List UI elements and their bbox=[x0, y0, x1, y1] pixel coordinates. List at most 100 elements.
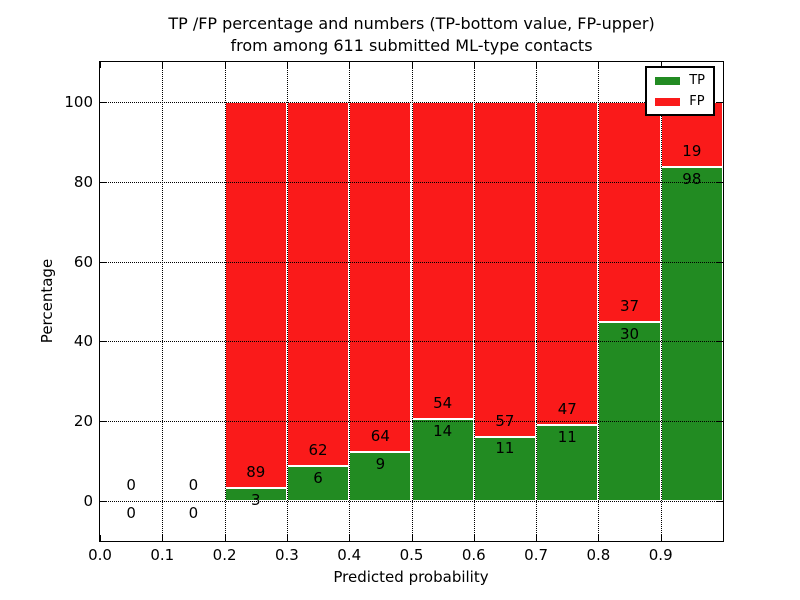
x-tick-label: 0.4 bbox=[337, 546, 362, 564]
y-tick-mark bbox=[100, 181, 106, 183]
gridline-vertical bbox=[224, 62, 226, 541]
x-tick-mark bbox=[224, 62, 226, 68]
x-tick-mark bbox=[660, 535, 662, 541]
chart-title-line1: TP /FP percentage and numbers (TP-bottom… bbox=[168, 14, 655, 33]
legend-label-fp: FP bbox=[689, 94, 705, 109]
y-tick-label: 20 bbox=[73, 412, 93, 431]
y-tick-mark bbox=[100, 501, 106, 503]
x-tick-mark bbox=[349, 62, 351, 68]
x-tick-label: 0.7 bbox=[524, 546, 549, 564]
chart-title-line2: from among 611 submitted ML-type contact… bbox=[230, 36, 593, 55]
y-tick-mark bbox=[717, 181, 723, 183]
x-tick-mark bbox=[349, 535, 351, 541]
bar-fp-count-label: 0 bbox=[126, 476, 136, 495]
bar-fp-segment bbox=[598, 101, 661, 323]
y-tick-mark bbox=[717, 261, 723, 263]
bar-fp-count-label: 64 bbox=[370, 426, 390, 445]
bar-fp-count-label: 37 bbox=[620, 297, 640, 316]
x-tick-label: 0.3 bbox=[274, 546, 299, 564]
y-tick-mark bbox=[717, 501, 723, 503]
gridline-horizontal bbox=[100, 501, 723, 503]
x-tick-label: 0.8 bbox=[586, 546, 611, 564]
gridline-vertical bbox=[598, 62, 600, 541]
bar-tp-segment bbox=[536, 425, 599, 502]
bar-tp-count-label: 11 bbox=[557, 428, 577, 447]
x-tick-mark bbox=[286, 62, 288, 68]
x-tick-mark bbox=[162, 535, 164, 541]
y-tick-mark bbox=[100, 421, 106, 423]
y-tick-mark bbox=[717, 421, 723, 423]
x-tick-mark bbox=[536, 535, 538, 541]
bar-fp-count-label: 57 bbox=[495, 411, 515, 430]
gridline-horizontal bbox=[100, 101, 723, 103]
plot-area: 0 0 0 0 89 3 62 6 64 9 54 14 57 11 47 11 37 30 19 98 TP FP bbox=[99, 61, 724, 542]
bar-fp-segment bbox=[286, 101, 350, 466]
y-tick-label: 60 bbox=[73, 252, 93, 271]
chart-title: TP /FP percentage and numbers (TP-bottom… bbox=[100, 13, 723, 57]
x-tick-mark bbox=[598, 535, 600, 541]
x-axis-label: Predicted probability bbox=[333, 568, 489, 586]
y-axis-label: Percentage bbox=[38, 258, 56, 344]
x-tick-mark bbox=[411, 535, 413, 541]
bar-tp-count-label: 11 bbox=[495, 439, 515, 458]
y-tick-label: 0 bbox=[83, 492, 93, 511]
y-tick-mark bbox=[100, 101, 106, 103]
x-tick-mark bbox=[100, 535, 101, 541]
legend-entry-fp: FP bbox=[655, 95, 705, 108]
x-tick-mark bbox=[598, 62, 600, 68]
gridline-vertical bbox=[536, 62, 538, 541]
x-tick-mark bbox=[100, 62, 101, 68]
bar-fp-segment bbox=[473, 101, 537, 437]
bar-fp-segment bbox=[349, 101, 412, 452]
bar-tp-count-label: 14 bbox=[433, 421, 453, 440]
x-tick-mark bbox=[473, 535, 475, 541]
x-tick-mark bbox=[162, 62, 164, 68]
x-tick-mark bbox=[660, 62, 662, 68]
legend-swatch-tp bbox=[655, 76, 681, 85]
bar-fp-segment bbox=[536, 101, 599, 426]
y-tick-label: 80 bbox=[73, 172, 93, 191]
bar-tp-count-label: 9 bbox=[375, 454, 386, 473]
bar-fp-count-label: 0 bbox=[188, 476, 199, 495]
bar-tp-count-label: 30 bbox=[620, 325, 640, 344]
bar-tp-segment bbox=[660, 166, 723, 502]
bar-fp-count-label: 54 bbox=[433, 393, 453, 412]
bar-fp-count-label: 89 bbox=[246, 463, 266, 482]
x-tick-mark bbox=[473, 62, 475, 68]
bar-tp-count-label: 98 bbox=[682, 169, 702, 188]
legend-swatch-fp bbox=[655, 97, 681, 106]
bar-fp-count-label: 47 bbox=[557, 400, 577, 419]
legend: TP FP bbox=[645, 66, 715, 116]
x-tick-label: 0.0 bbox=[88, 546, 112, 564]
y-tick-mark bbox=[717, 101, 723, 103]
bar-tp-segment bbox=[349, 451, 412, 502]
x-tick-label: 0.2 bbox=[212, 546, 237, 564]
gridline-horizontal bbox=[100, 181, 723, 183]
x-tick-label: 0.1 bbox=[150, 546, 175, 564]
x-tick-label: 0.6 bbox=[461, 546, 486, 564]
bar-fp-count-label: 62 bbox=[308, 440, 328, 459]
legend-label-tp: TP bbox=[689, 73, 705, 88]
gridline-vertical bbox=[286, 62, 288, 541]
bar-tp-segment bbox=[473, 436, 537, 502]
x-tick-label: 0.5 bbox=[399, 546, 424, 564]
gridline-horizontal bbox=[100, 261, 723, 263]
bar-fp-segment bbox=[411, 101, 474, 419]
gridline-vertical bbox=[162, 62, 164, 541]
gridline-vertical bbox=[411, 62, 413, 541]
bar-fp-count-label: 19 bbox=[682, 141, 702, 160]
x-tick-mark bbox=[536, 62, 538, 68]
gridline-vertical bbox=[473, 62, 475, 541]
bar-tp-segment bbox=[411, 418, 474, 502]
x-tick-mark bbox=[411, 62, 413, 68]
y-tick-label: 100 bbox=[64, 92, 93, 111]
y-tick-mark bbox=[717, 341, 723, 343]
legend-entry-tp: TP bbox=[655, 74, 705, 87]
bar-tp-segment bbox=[286, 465, 350, 502]
y-tick-label: 40 bbox=[73, 332, 93, 351]
x-tick-mark bbox=[286, 535, 288, 541]
gridline-horizontal bbox=[100, 341, 723, 343]
y-tick-mark bbox=[100, 341, 106, 343]
gridline-horizontal bbox=[100, 421, 723, 423]
